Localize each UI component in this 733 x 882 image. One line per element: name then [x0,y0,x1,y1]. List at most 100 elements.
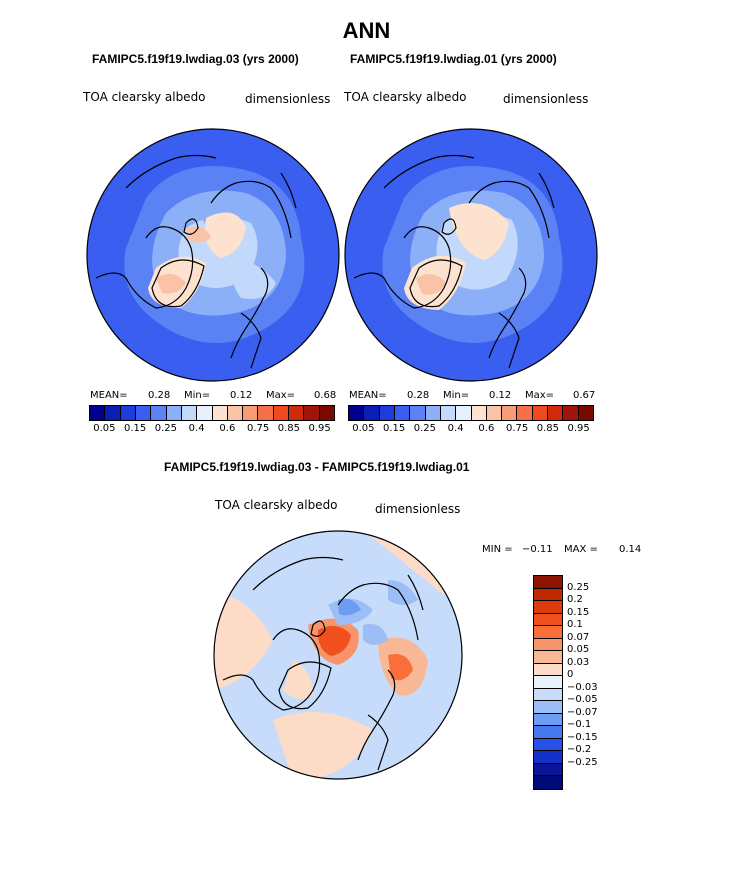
left-max-value: 0.68 [314,390,337,401]
right-min-label: Min= [443,390,470,401]
diff-colorbar-swatch [534,676,562,689]
diff-colorbar-swatch [534,601,562,614]
left-colorbar: 0.05 0.15 0.25 0.4 0.6 0.75 0.85 0.95 [89,405,335,435]
left-colorbar-swatch [151,406,167,420]
right-colorbar-swatch [471,406,487,420]
diff-colorbar-tick-label: −0.2 [567,744,592,755]
left-colorbar-swatch [289,406,305,420]
diff-colorbar-swatch [534,576,562,589]
right-polar-map [344,128,598,382]
left-case-label: FAMIPC5.f19f19.lwdiag.03 (yrs 2000) [92,52,299,66]
diff-colorbar-tick-label: −0.15 [567,731,598,743]
diff-colorbar-swatch [534,726,562,739]
left-colorbar-tick-label: 0.05 [93,423,116,434]
left-max-label: Max= [266,390,296,401]
right-max-label: Max= [525,390,555,401]
diff-min-value: −0.11 [522,544,553,555]
left-mean-value: 0.28 [148,390,171,401]
diff-colorbar-tick-label: −0.03 [567,681,598,693]
diff-colorbar-swatch [534,713,562,726]
left-colorbar-swatch [135,406,152,420]
left-colorbar-tick-label: 0.6 [219,423,236,434]
left-colorbar-swatch [212,406,228,420]
left-units-label: dimensionless [245,92,331,106]
left-colorbar-swatch [120,406,136,420]
diff-colorbar-tick-label: −0.05 [567,694,598,705]
left-colorbar-swatch [304,406,320,420]
right-colorbar-swatch [563,406,579,420]
right-colorbar-tick-label: 0.75 [505,423,529,434]
right-colorbar-swatch [440,406,457,420]
diff-colorbar-tick-label: −0.1 [567,719,592,730]
left-colorbar-tick-label: 0.85 [277,423,301,434]
left-colorbar-swatch [90,406,106,420]
diff-polar-map [213,530,463,780]
left-colorbar-swatch [243,406,259,420]
right-mean-value: 0.28 [407,390,430,401]
right-colorbar-swatch [532,406,549,420]
diff-stats: MIN = −0.11 MAX = 0.14 [482,544,682,558]
left-mean-label: MEAN= [90,390,128,401]
diff-colorbar-tick-label: 0 [567,669,574,680]
diff-colorbar-tick-label: 0.03 [567,656,590,668]
diff-colorbar-swatch [534,738,562,751]
right-colorbar-swatch [486,406,503,420]
right-colorbar-swatch [502,406,518,420]
diff-colorbar-swatch [534,588,562,601]
right-colorbar-swatch [578,406,593,420]
right-max-value: 0.67 [573,390,596,401]
left-stats: MEAN= 0.28 Min= 0.12 Max= 0.68 [90,390,340,404]
diff-colorbar-swatch [534,751,562,764]
right-stats: MEAN= 0.28 Min= 0.12 Max= 0.67 [349,390,599,404]
left-min-value: 0.12 [230,390,253,401]
right-units-label: dimensionless [503,92,589,106]
right-colorbar-swatch [349,406,365,420]
diff-colorbar-swatch [534,638,562,651]
right-colorbar-swatch [410,406,426,420]
diff-variable-label: TOA clearsky albedo [215,498,338,512]
left-colorbar-swatch [166,406,182,420]
left-colorbar-tick-label: 0.15 [123,423,147,434]
right-case-label: FAMIPC5.f19f19.lwdiag.01 (yrs 2000) [350,52,557,66]
left-colorbar-tick-label: 0.4 [188,423,205,434]
right-colorbar-tick-label: 0.95 [567,423,590,434]
right-colorbar-swatch [425,406,441,420]
diff-units-label: dimensionless [375,502,461,516]
left-colorbar-swatch [105,406,121,420]
page-title: ANN [342,18,391,43]
left-colorbar-tick-label: 0.25 [154,423,178,434]
left-variable-label: TOA clearsky albedo [83,90,206,104]
right-colorbar-swatch [548,406,564,420]
diff-colorbar [533,575,563,790]
left-colorbar-swatch [181,406,198,420]
left-colorbar-swatch [319,406,334,420]
diff-colorbar-tick-label: 0.1 [567,619,583,630]
diff-colorbar-tick-label: 0.07 [567,631,590,643]
diff-colorbar-swatch [534,663,562,676]
diff-max-label: MAX = [564,544,598,555]
right-colorbar-tick-label: 0.6 [478,423,495,434]
left-colorbar-tick-label: 0.75 [246,423,270,434]
left-min-label: Min= [184,390,211,401]
diff-colorbar-tick-label: −0.25 [567,756,598,768]
left-colorbar-swatch [258,406,274,420]
diff-colorbar-tick-label: 0.25 [567,581,590,593]
diff-colorbar-swatch [534,701,562,714]
right-colorbar-swatch [517,406,533,420]
left-colorbar-swatch [273,406,290,420]
right-colorbar-tick-label: 0.85 [536,423,560,434]
diff-colorbar-tick-label: 0.15 [567,606,590,618]
right-colorbar-swatch [379,406,395,420]
diff-min-label: MIN = [482,544,513,555]
right-colorbar-tick-label: 0.25 [413,423,437,434]
right-colorbar-tick-label: 0.05 [352,423,375,434]
right-colorbar-tick-label: 0.15 [382,423,406,434]
diff-colorbar-tick-label: 0.2 [567,594,583,605]
diff-colorbar-swatch [534,776,562,789]
left-colorbar-tick-label: 0.95 [308,423,331,434]
right-variable-label: TOA clearsky albedo [344,90,467,104]
right-colorbar-swatch [394,406,411,420]
diff-case-label: FAMIPC5.f19f19.lwdiag.03 - FAMIPC5.f19f1… [164,460,470,474]
left-colorbar-swatch [197,406,213,420]
right-colorbar-tick-label: 0.4 [447,423,464,434]
